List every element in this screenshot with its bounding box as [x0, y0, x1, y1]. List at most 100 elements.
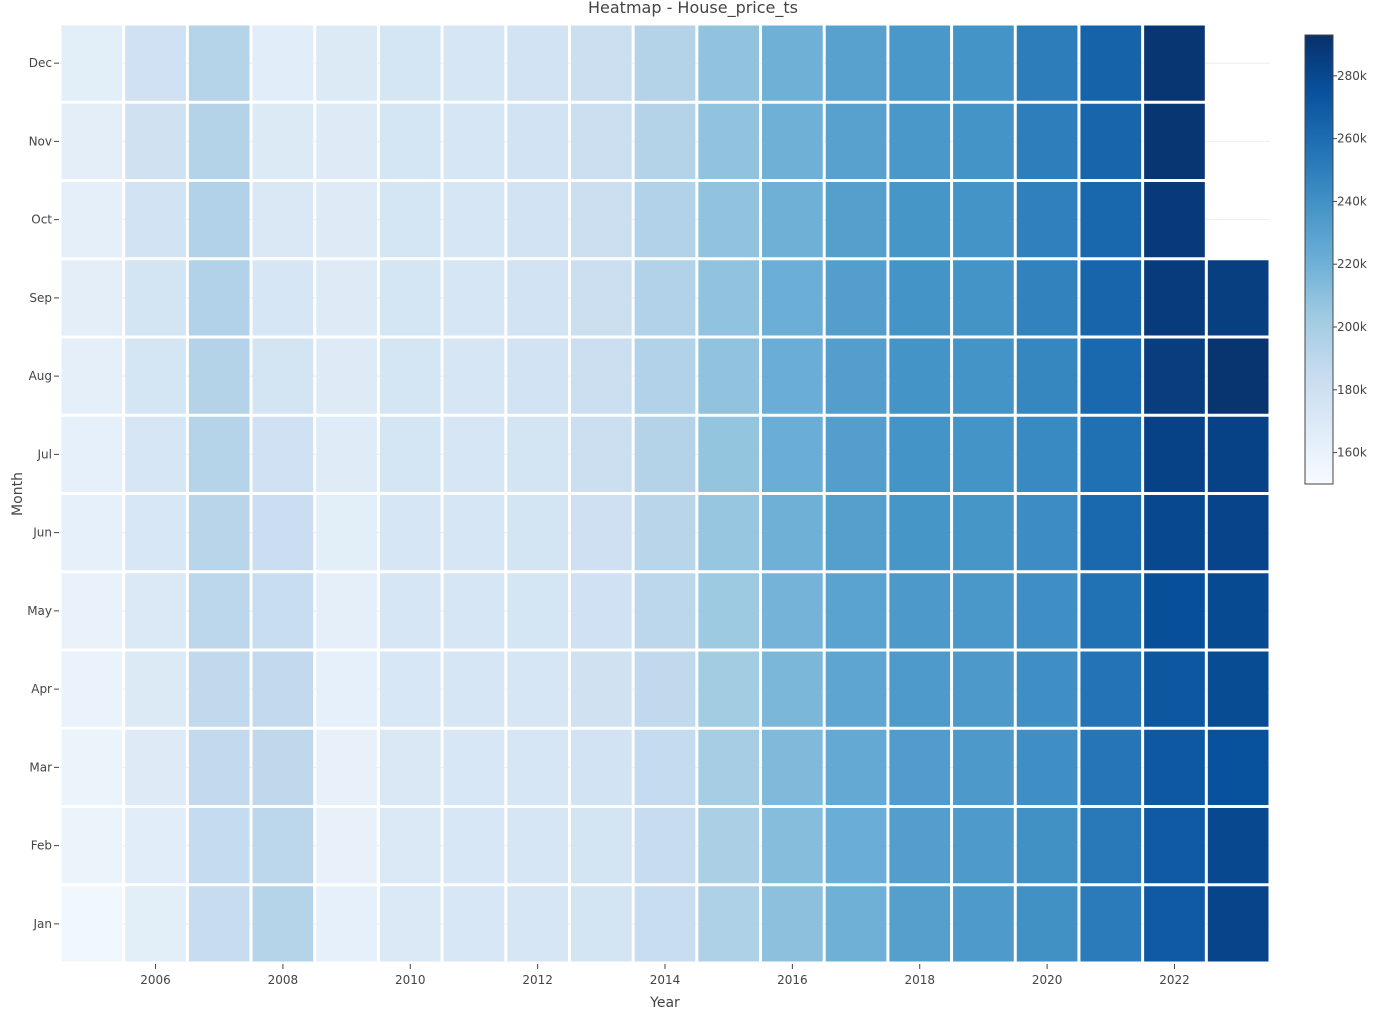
heatmap-cell: 2012 Feb: 173000 [507, 808, 568, 884]
heatmap-cell: 2015 Aug: 208000 [698, 338, 760, 414]
heatmap-cell: 2010 Mar: 171000 [379, 729, 441, 805]
y-tick-label: Feb [31, 839, 52, 853]
heatmap-cell: 2011 Nov: 174000 [443, 103, 505, 179]
heatmap-cell: 2014 Sep: 195000 [634, 260, 696, 336]
heatmap-cell: 2010 May: 173000 [379, 573, 441, 649]
heatmap-cell: 2006 Jun: 172000 [125, 495, 186, 571]
heatmap-cell: 2018 Oct: 237000 [889, 182, 951, 258]
heatmap-cell: 2007 Apr: 188000 [188, 651, 250, 727]
heatmap-cell: 2005 Mar: 158000 [61, 729, 123, 805]
heatmap-cell: 2013 May: 179000 [570, 573, 632, 649]
heatmap-cell: 2015 Sep: 208000 [698, 260, 760, 336]
heatmap-cell: 2010 Jun: 174000 [379, 495, 441, 571]
heatmap-cell: 2015 Jul: 207000 [698, 416, 760, 492]
heatmap-cell: 2010 Aug: 175000 [379, 338, 441, 414]
heatmap-cell: 2015 Jan: 196000 [698, 886, 760, 962]
heatmap-cell: 2021 Sep: 264000 [1080, 260, 1142, 336]
heatmap-cell: 2020 Apr: 241000 [1016, 651, 1078, 727]
heatmap-cell: 2009 Jun: 165000 [316, 495, 377, 571]
heatmap-cell: 2013 Sep: 181000 [570, 260, 632, 336]
colorbar-gradient [1304, 34, 1334, 485]
heatmap-cell: 2021 Jan: 252000 [1080, 886, 1142, 962]
heatmap-cell: 2012 Dec: 177000 [507, 25, 568, 101]
heatmap-cell: 2011 Aug: 174000 [443, 338, 505, 414]
y-axis-ticks: Jan Feb Mar Apr May Jun Jul Aug Sep Oct Nov Dec [27, 56, 59, 931]
heatmap-cell: 2022 May: 276000 [1144, 573, 1205, 649]
heatmap-cell: 2006 Jan: 165000 [125, 886, 186, 962]
heatmap-cell: 2015 Dec: 208000 [698, 25, 760, 101]
heatmap-cell: 2015 Feb: 198000 [698, 808, 760, 884]
heatmap-cell: 2019 Aug: 238000 [953, 338, 1014, 414]
heatmap-cell: 2022 Oct: 288000 [1144, 182, 1205, 258]
heatmap-cell: 2012 Jun: 176000 [507, 495, 568, 571]
heatmap-cell: 2017 Jan: 220000 [825, 886, 887, 962]
heatmap-cell: 2012 Aug: 177000 [507, 338, 568, 414]
heatmap-cell: 2006 Apr: 169000 [125, 651, 186, 727]
heatmap-cell: 2014 Apr: 188000 [634, 651, 696, 727]
heatmap-cell: 2009 Mar: 161000 [316, 729, 377, 805]
heatmap-cell: 2018 Sep: 238000 [889, 260, 951, 336]
colorbar: 160k 180k 200k 220k 240k 260k 280k [1304, 34, 1367, 485]
heatmap-cell: 2020 Jun: 242000 [1016, 495, 1078, 571]
heatmap-cell: 2008 Aug: 176000 [252, 338, 314, 414]
heatmap-cell: 2013 Apr: 178000 [570, 651, 632, 727]
heatmap-cell: 2013 Feb: 176000 [570, 808, 632, 884]
heatmap-cell: 2010 Jul: 175000 [379, 416, 441, 492]
heatmap-cell: 2018 Apr: 234000 [889, 651, 951, 727]
heatmap-cell: 2015 Apr: 202000 [698, 651, 760, 727]
heatmap-cell: 2009 May: 163000 [316, 573, 377, 649]
heatmap-cell: 2019 Oct: 238000 [953, 182, 1014, 258]
heatmap-cell: 2017 Aug: 232000 [825, 338, 887, 414]
heatmap-cell: 2007 Sep: 195000 [188, 260, 250, 336]
heatmap-cell: 2011 Apr: 173000 [443, 651, 505, 727]
heatmap-cell: 2008 Dec: 166000 [252, 25, 314, 101]
heatmap-cell: 2018 Feb: 232000 [889, 808, 951, 884]
heatmap-cell: 2011 Mar: 172000 [443, 729, 505, 805]
heatmap-cell: 2023 Feb: 280000 [1207, 808, 1269, 884]
heatmap-cell: 2009 Dec: 169000 [316, 25, 377, 101]
heatmap-cell: 2011 May: 173000 [443, 573, 505, 649]
heatmap-cell: 2013 Jun: 180000 [570, 495, 632, 571]
heatmap-cell: 2010 Dec: 175000 [379, 25, 441, 101]
heatmap-cell: 2006 Nov: 178000 [125, 103, 186, 179]
heatmap-cell: 2005 Oct: 163000 [61, 182, 123, 258]
heatmap-cell: 2016 Aug: 222000 [762, 338, 823, 414]
x-tick-label: 2022 [1159, 973, 1190, 987]
heatmap-cell: 2014 May: 190000 [634, 573, 696, 649]
chart-title: Heatmap - House_price_ts [588, 0, 798, 18]
heatmap-cell: 2018 Mar: 233000 [889, 729, 951, 805]
heatmap-cell: 2019 Apr: 235000 [953, 651, 1014, 727]
heatmap-cell: 2021 Apr: 256000 [1080, 651, 1142, 727]
heatmap-cell: 2014 Nov: 194000 [634, 103, 696, 179]
heatmap-cell: 2018 May: 235000 [889, 573, 951, 649]
heatmap-cell: 2010 Nov: 175000 [379, 103, 441, 179]
heatmap-cell: 2022 Apr: 272000 [1144, 651, 1205, 727]
y-tick-label: May [27, 604, 52, 618]
y-tick-label: Jul [37, 447, 52, 461]
heatmap-cell: 2021 May: 257000 [1080, 573, 1142, 649]
heatmap-cell: 2017 Feb: 222000 [825, 808, 887, 884]
heatmap-cell: 2007 Jun: 192000 [188, 495, 250, 571]
y-tick-label: Oct [31, 213, 52, 227]
heatmap-cell: 2021 Jul: 258000 [1080, 416, 1142, 492]
heatmap-cell: 2010 Oct: 175000 [379, 182, 441, 258]
heatmap-cell: 2022 Jan: 270000 [1144, 886, 1205, 962]
heatmap-cell: 2016 Jan: 210000 [762, 886, 823, 962]
heatmap-cell: 2008 Nov: 169000 [252, 103, 314, 179]
heatmap-cell: 2021 Jun: 262000 [1080, 495, 1142, 571]
heatmap-cell: 2021 Nov: 264000 [1080, 103, 1142, 179]
heatmap-cell: 2017 Jul: 232000 [825, 416, 887, 492]
heatmap-cell: 2022 Feb: 270000 [1144, 808, 1205, 884]
heatmap-cell: 2011 Jul: 174000 [443, 416, 505, 492]
heatmap-cell: 2018 Jun: 237000 [889, 495, 951, 571]
heatmap-cell: 2007 Mar: 187000 [188, 729, 250, 805]
heatmap-cell: 2009 Nov: 168000 [316, 103, 377, 179]
heatmap-cell: 2011 Jan: 172000 [443, 886, 505, 962]
heatmap-cell: 2022 Jun: 280000 [1144, 495, 1205, 571]
y-tick-label: Jun [32, 526, 52, 540]
heatmap-cell: 2020 Jul: 244000 [1016, 416, 1078, 492]
heatmap-cell: 2010 Apr: 172000 [379, 651, 441, 727]
heatmap-cell: 2019 May: 236000 [953, 573, 1014, 649]
colorbar-tick-label: 240k [1337, 194, 1367, 208]
heatmap-cell: 2016 May: 218000 [762, 573, 823, 649]
